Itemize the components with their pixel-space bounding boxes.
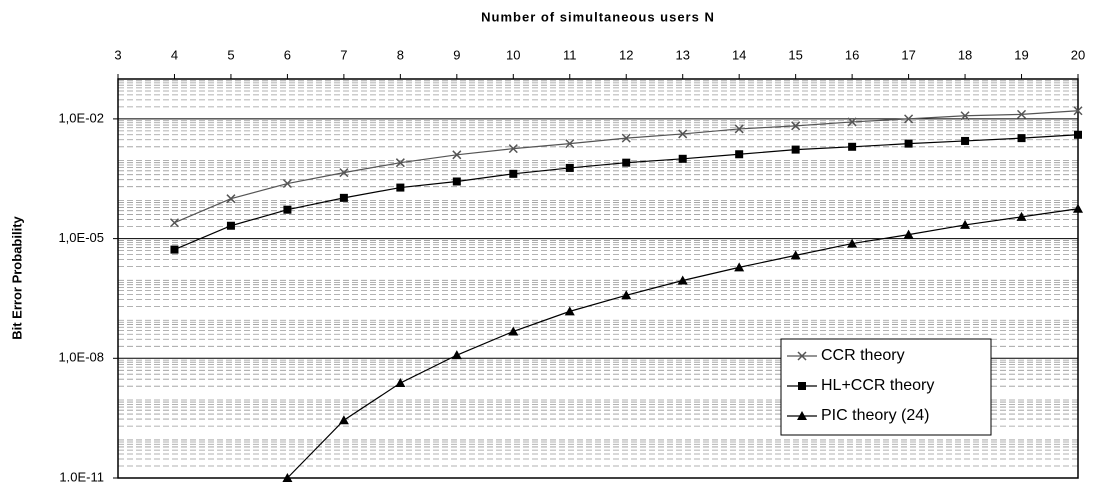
marker <box>508 144 518 154</box>
marker <box>338 415 349 425</box>
x-axis-label: Number of simultaneous users N <box>481 9 715 24</box>
marker <box>226 221 235 230</box>
marker <box>451 350 462 360</box>
marker <box>622 158 631 167</box>
x-tick-label: 16 <box>845 47 859 62</box>
marker <box>1016 211 1027 221</box>
marker <box>226 194 236 204</box>
marker <box>170 245 179 254</box>
marker <box>1073 203 1083 213</box>
marker <box>960 111 970 121</box>
marker <box>282 473 293 482</box>
legend-marker <box>797 351 807 361</box>
marker <box>509 169 518 178</box>
y-tick-label: 1.0E-11 <box>59 469 104 484</box>
marker <box>169 218 180 228</box>
y-tick-label: 1,0E-08 <box>58 350 104 365</box>
marker <box>1017 134 1026 143</box>
marker <box>564 306 575 316</box>
marker <box>452 177 461 186</box>
x-tick-label: 3 <box>114 47 121 62</box>
marker <box>847 117 857 127</box>
x-tick-label: 10 <box>506 47 520 62</box>
legend-label: HL+CCR theory <box>821 377 934 394</box>
marker <box>734 124 744 134</box>
marker <box>508 326 519 336</box>
legend-box <box>780 338 992 436</box>
legend-label: PIC theory (24) <box>821 407 929 424</box>
legend-marker <box>798 382 806 390</box>
marker <box>565 139 575 149</box>
x-tick-label: 13 <box>675 47 689 62</box>
y-tick-label: 1,0E-02 <box>58 110 104 125</box>
marker <box>565 163 574 172</box>
marker <box>734 262 745 272</box>
marker <box>904 139 913 148</box>
marker <box>791 121 801 131</box>
marker <box>395 158 405 168</box>
marker <box>904 114 914 124</box>
legend-label: CCR theory <box>821 347 905 364</box>
x-tick-label: 20 <box>1071 47 1085 62</box>
marker <box>452 150 462 160</box>
plot-frame <box>117 78 1079 479</box>
x-tick-label: 7 <box>340 47 347 62</box>
series-line <box>174 134 1079 251</box>
x-tick-label: 9 <box>453 47 460 62</box>
x-tick-label: 4 <box>171 47 178 62</box>
x-tick-label: 17 <box>901 47 915 62</box>
marker <box>735 150 744 159</box>
marker <box>1074 130 1082 139</box>
x-tick-label: 14 <box>732 47 746 62</box>
x-tick-label: 5 <box>227 47 234 62</box>
marker <box>678 129 688 139</box>
marker <box>848 142 857 151</box>
marker <box>395 378 406 388</box>
marker <box>1073 106 1083 116</box>
marker <box>961 136 970 145</box>
y-axis-label: Bit Error Probability <box>9 215 24 339</box>
x-tick-label: 18 <box>958 47 972 62</box>
x-tick-label: 12 <box>619 47 633 62</box>
marker <box>1016 109 1027 119</box>
marker <box>283 205 292 214</box>
x-tick-label: 11 <box>563 47 577 62</box>
y-tick-label: 1,0E-05 <box>58 230 104 245</box>
marker <box>678 154 687 163</box>
marker <box>621 290 632 300</box>
marker <box>396 183 405 192</box>
marker <box>790 250 801 260</box>
marker <box>282 178 292 189</box>
marker <box>847 238 858 248</box>
marker <box>339 193 348 202</box>
x-tick-label: 6 <box>284 47 291 62</box>
x-tick-label: 15 <box>788 47 802 62</box>
legend-marker <box>797 411 807 420</box>
marker <box>960 219 971 229</box>
marker <box>677 275 688 285</box>
marker <box>339 168 349 178</box>
marker <box>621 133 631 143</box>
marker <box>791 145 800 154</box>
marker <box>903 229 914 239</box>
x-tick-label: 8 <box>397 47 404 62</box>
x-tick-label: 19 <box>1014 47 1028 62</box>
